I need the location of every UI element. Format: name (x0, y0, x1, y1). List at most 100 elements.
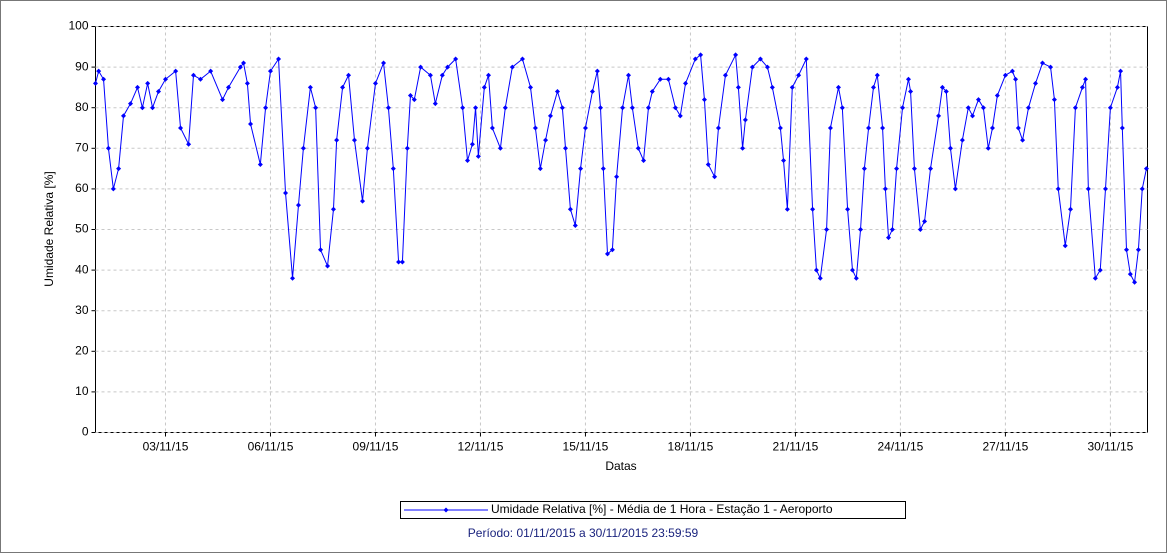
data-point (749, 64, 755, 70)
data-point (399, 259, 405, 265)
data-point (928, 166, 934, 172)
data-point (1103, 186, 1109, 192)
data-point (554, 88, 560, 94)
data-point (936, 113, 942, 119)
x-tick-label: 18/11/15 (668, 440, 714, 454)
data-point (917, 227, 923, 232)
x-axis-label: Datas (605, 459, 636, 473)
data-point (519, 56, 525, 62)
data-point (609, 247, 615, 253)
data-point (334, 137, 340, 143)
x-tick-label: 03/11/15 (143, 440, 189, 454)
data-point (701, 97, 707, 103)
data-point (351, 137, 357, 143)
data-point (911, 166, 917, 172)
data-point (407, 93, 413, 99)
data-point (244, 80, 250, 86)
data-point (1013, 76, 1019, 82)
data-point (692, 56, 698, 62)
data-point (781, 157, 787, 163)
data-point (849, 267, 855, 273)
data-point (1015, 125, 1021, 131)
data-point (465, 157, 471, 163)
data-point (190, 72, 196, 78)
data-point (894, 166, 900, 172)
data-point (559, 105, 565, 111)
data-point (757, 56, 763, 62)
subtitle: Período: 01/11/2015 a 30/11/2015 23:59:5… (468, 526, 699, 540)
data-point (900, 105, 906, 111)
data-point (641, 157, 647, 163)
data-point (1114, 84, 1120, 90)
data-point (150, 105, 156, 111)
data-point (874, 72, 880, 78)
data-point (257, 162, 263, 168)
data-point (263, 105, 269, 111)
data-point (220, 97, 226, 103)
data-point (922, 218, 928, 224)
data-point (813, 267, 819, 273)
data-point (1143, 166, 1149, 172)
data-point (645, 105, 651, 111)
data-point (882, 186, 888, 192)
data-point (1072, 105, 1078, 111)
data-point (858, 227, 864, 232)
data-point (835, 84, 841, 90)
data-point (866, 125, 872, 131)
data-point (295, 202, 301, 208)
data-point (889, 227, 895, 232)
data-point (96, 68, 102, 74)
data-point (880, 125, 886, 131)
data-point (735, 84, 741, 90)
data-point (827, 125, 833, 131)
data-point (589, 88, 595, 94)
legend-marker (443, 507, 449, 513)
data-point (1092, 275, 1098, 281)
data-point (116, 166, 122, 172)
data-point (665, 76, 671, 82)
data-point (427, 72, 433, 78)
data-point (947, 145, 953, 151)
data-point (870, 84, 876, 90)
data-point (1026, 105, 1032, 111)
data-point (1079, 84, 1085, 90)
data-point (93, 80, 98, 86)
data-point (186, 141, 192, 147)
data-point (1132, 279, 1138, 285)
y-tick-label: 70 (75, 140, 89, 154)
data-point (1068, 206, 1074, 212)
data-point (127, 101, 133, 107)
data-point (740, 145, 746, 151)
data-point (497, 145, 503, 151)
data-point (318, 247, 324, 253)
data-point (1062, 243, 1068, 249)
data-point (572, 222, 578, 228)
data-point (657, 76, 663, 82)
data-point (290, 275, 296, 281)
y-tick-label: 60 (75, 181, 89, 195)
y-tick-label: 0 (82, 425, 89, 439)
data-point (547, 113, 553, 119)
data-point (908, 88, 914, 94)
data-point (325, 263, 331, 269)
data-point (1127, 271, 1133, 277)
data-point (722, 72, 728, 78)
data-point (635, 145, 641, 151)
data-point (1048, 64, 1054, 70)
data-point (110, 186, 116, 192)
data-point (563, 145, 569, 151)
y-tick-label: 50 (75, 222, 89, 236)
data-point (952, 186, 958, 192)
x-tick-label: 09/11/15 (353, 440, 399, 454)
data-point (1119, 125, 1125, 131)
data-point (796, 72, 802, 78)
data-point (1139, 186, 1145, 192)
data-point (939, 84, 945, 90)
legend-box (400, 501, 906, 519)
data-point (453, 56, 459, 62)
data-point (139, 105, 145, 111)
x-tick-label: 06/11/15 (248, 440, 294, 454)
data-point (537, 166, 543, 172)
data-point (481, 84, 487, 90)
